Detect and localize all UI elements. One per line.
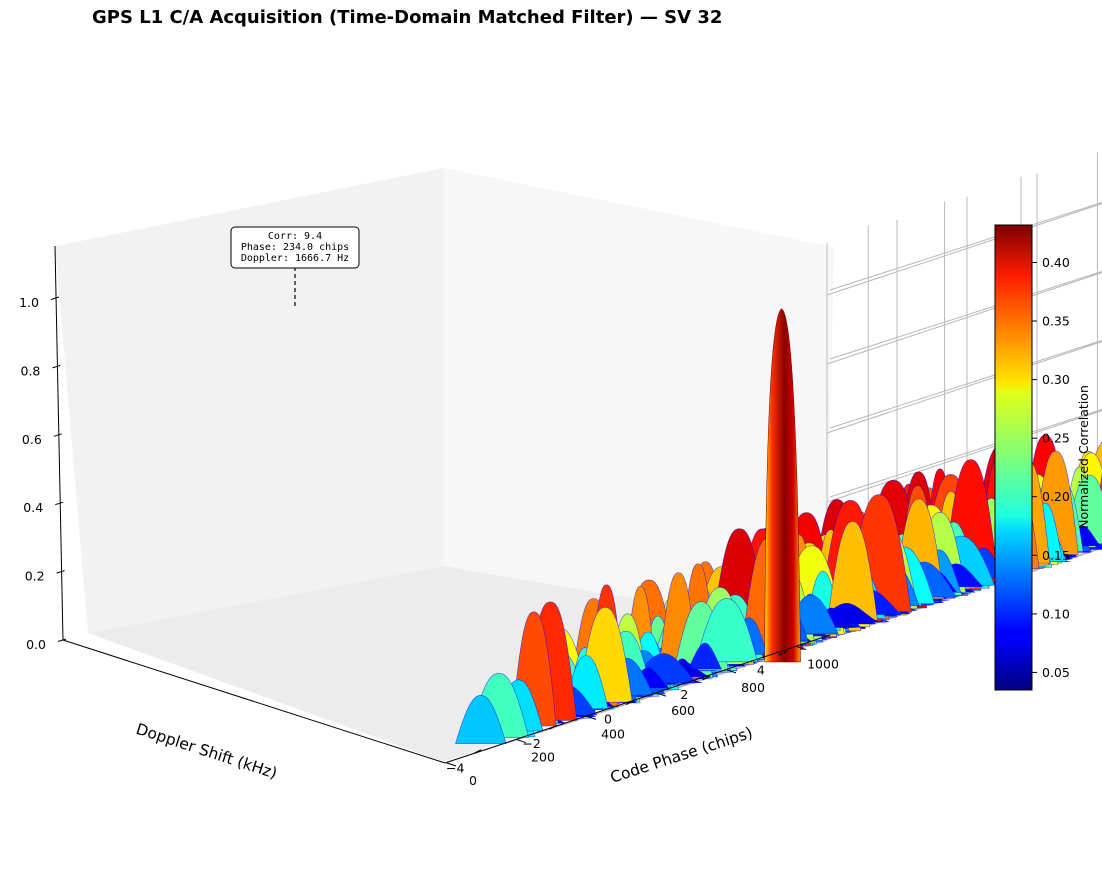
codephase-tick-mark bbox=[726, 669, 737, 674]
doppler-tick-mark bbox=[625, 700, 635, 705]
axis-ticks: 0.0 0.2 0.4 0.6 0.8 1.0 4 2 0 −2 −4 0 200 400 600 800 10… bbox=[19, 295, 839, 788]
doppler-tick-mark bbox=[778, 650, 788, 656]
codephase-tick-label: 1000 bbox=[807, 657, 839, 672]
doppler-tick-mark bbox=[702, 675, 711, 681]
colorbar-tick-label: 0.25 bbox=[1042, 431, 1070, 446]
surface-lobe bbox=[455, 694, 507, 744]
z-tick-mark bbox=[53, 433, 62, 437]
annotation-box bbox=[230, 226, 360, 269]
colorbar-tick-label: 0.05 bbox=[1042, 665, 1070, 680]
colorbar-label: Normalized Correlation bbox=[1076, 385, 1091, 529]
x-axis-label: Code Phase (chips) bbox=[608, 724, 755, 787]
annotation-doppler: Doppler: 1666.7 Hz bbox=[241, 253, 349, 264]
y-axis-label: Doppler Shift (kHz) bbox=[134, 720, 280, 783]
codephase-tick-mark bbox=[516, 739, 527, 744]
doppler-tick-label: −4 bbox=[446, 761, 464, 776]
colorbar-tick-label: 0.10 bbox=[1042, 606, 1070, 621]
surface-lobe bbox=[687, 642, 722, 670]
codephase-tick-label: 600 bbox=[671, 703, 695, 718]
colorbar-tick-label: 0.40 bbox=[1042, 255, 1070, 270]
codephase-tick-mark bbox=[796, 646, 807, 651]
colorbar-tick-label: 0.30 bbox=[1042, 372, 1070, 387]
peak-spike bbox=[764, 308, 801, 663]
annotation-corr: Corr: 9.4 bbox=[268, 231, 322, 242]
z-tick-mark bbox=[57, 638, 67, 642]
z-tick-label: 0.4 bbox=[23, 500, 43, 515]
doppler-tick-mark bbox=[549, 724, 558, 730]
z-tick-label: 0.2 bbox=[25, 569, 45, 584]
codephase-tick-label: 200 bbox=[531, 750, 555, 765]
colorbar-ticks: 0.05 0.10 0.15 0.20 0.25 0.30 0.35 0.40 bbox=[1032, 255, 1070, 680]
correlation-peak bbox=[764, 308, 801, 663]
doppler-axis-line bbox=[62, 639, 446, 764]
surface-lobe bbox=[827, 521, 878, 621]
surface-lobe bbox=[695, 598, 758, 663]
codephase-tick-label: 800 bbox=[741, 680, 765, 695]
z-tick-mark bbox=[50, 296, 60, 300]
colorbar-tick-label: 0.15 bbox=[1042, 548, 1070, 563]
codephase-tick-mark bbox=[586, 715, 597, 720]
z-tick-label: 0.8 bbox=[21, 363, 41, 378]
codephase-tick-mark bbox=[446, 762, 457, 767]
colorbar-tick-label: 0.20 bbox=[1042, 489, 1070, 504]
codephase-tick-label: 400 bbox=[601, 726, 625, 741]
doppler-tick-mark bbox=[472, 749, 482, 755]
z-tick-label: 1.0 bbox=[19, 295, 39, 310]
doppler-tick-label: 0 bbox=[604, 712, 612, 727]
z-tick-label: 0.6 bbox=[22, 432, 42, 447]
doppler-tick-label: 2 bbox=[680, 687, 688, 702]
back-left-pane bbox=[55, 168, 444, 633]
codephase-axis-line bbox=[444, 634, 831, 764]
z-tick-mark bbox=[52, 364, 61, 369]
annotation-phase: Phase: 234.0 chips bbox=[241, 242, 349, 253]
doppler-tick-label: −2 bbox=[522, 736, 540, 751]
chart-title: GPS L1 C/A Acquisition (Time-Domain Matc… bbox=[92, 7, 723, 28]
z-tick-label: 0.0 bbox=[26, 637, 46, 652]
codephase-tick-label: 0 bbox=[469, 773, 477, 788]
colorbar-tick-label: 0.35 bbox=[1042, 314, 1070, 329]
codephase-tick-mark bbox=[656, 692, 667, 697]
z-axis-line bbox=[54, 245, 64, 641]
back-right-pane bbox=[444, 168, 834, 632]
z-tick-mark bbox=[56, 570, 65, 574]
z-tick-mark bbox=[55, 501, 64, 506]
colorbar bbox=[994, 224, 1033, 691]
doppler-tick-label: 4 bbox=[757, 662, 765, 677]
